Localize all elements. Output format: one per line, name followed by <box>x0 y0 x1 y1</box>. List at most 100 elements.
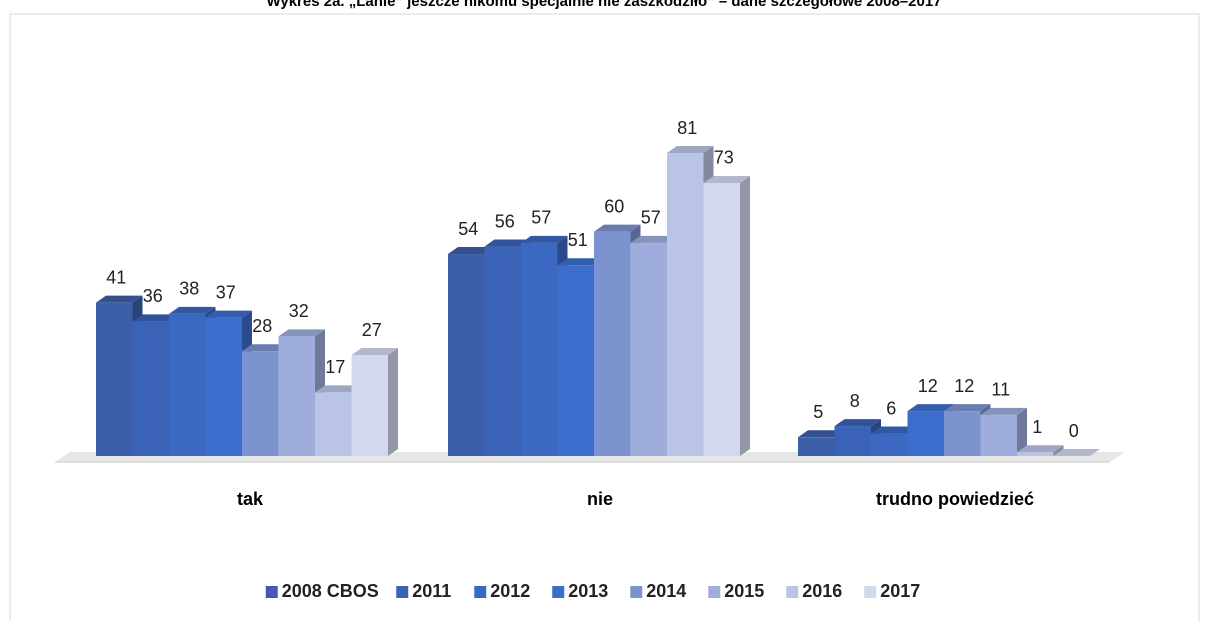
bar-side <box>1017 407 1027 456</box>
x-tick-label: trudno powiedzieć <box>876 489 1034 509</box>
legend-swatch <box>265 586 278 598</box>
value-label: 11 <box>991 380 1010 400</box>
value-label: 81 <box>677 118 697 138</box>
bar-top <box>278 329 325 337</box>
value-label: 27 <box>362 320 382 340</box>
bar <box>594 224 641 456</box>
bar-top <box>630 235 677 243</box>
legend-label: 2014 <box>646 581 686 601</box>
bar <box>980 407 1027 456</box>
bar-top <box>703 175 750 183</box>
bar-front <box>798 437 835 456</box>
bar-top <box>351 348 398 356</box>
bar <box>703 175 750 457</box>
value-label: 12 <box>918 376 938 396</box>
value-label: 38 <box>179 279 199 299</box>
bar-front <box>630 242 667 456</box>
value-label: 57 <box>531 208 551 228</box>
value-label: 28 <box>252 316 272 336</box>
value-label: 57 <box>641 208 661 228</box>
bar-top <box>798 430 845 438</box>
bar-side <box>1053 445 1064 456</box>
bar-top <box>521 235 568 243</box>
bar-front <box>667 153 704 456</box>
bar-top <box>315 385 362 393</box>
bar-front <box>242 351 279 456</box>
bar-front <box>351 355 388 456</box>
bar-front <box>1017 452 1054 456</box>
legend-label: 2015 <box>724 581 764 601</box>
legend-swatch <box>552 586 565 598</box>
bar-front <box>834 426 871 456</box>
bar-top <box>242 344 289 352</box>
bar-front <box>132 321 169 456</box>
bar-top <box>667 146 714 154</box>
bar <box>1017 445 1064 456</box>
value-label: 60 <box>604 196 624 216</box>
value-label: 54 <box>458 219 478 239</box>
bar-front <box>944 411 981 456</box>
value-label: 41 <box>106 267 126 287</box>
x-tick-label: nie <box>587 489 613 509</box>
value-label: 51 <box>568 230 588 250</box>
bar-top <box>980 407 1027 415</box>
bar-top <box>448 247 495 255</box>
x-tick-label: tak <box>237 489 264 509</box>
bar-front <box>557 265 594 456</box>
bar-side <box>740 175 750 457</box>
value-label: 56 <box>495 211 515 231</box>
bar <box>351 348 398 456</box>
bar-front <box>594 231 631 456</box>
bar-top <box>834 419 881 427</box>
legend-swatch <box>630 586 643 598</box>
bar-front <box>278 336 315 456</box>
bar-front <box>980 414 1017 456</box>
value-label: 0 <box>1069 421 1079 441</box>
bar-top <box>169 306 216 314</box>
bar-front <box>703 182 740 457</box>
value-label: 17 <box>325 357 345 377</box>
bar-top <box>944 404 991 412</box>
bar-top <box>205 310 252 318</box>
chart-frame <box>9 13 1200 626</box>
bar <box>315 385 362 456</box>
bar-top <box>1017 445 1064 453</box>
legend-swatch <box>708 586 721 598</box>
bar-front <box>484 246 521 456</box>
bar <box>1053 449 1100 456</box>
bar-top <box>96 295 143 303</box>
value-label: 1 <box>1032 417 1042 437</box>
legend-label: 2017 <box>880 581 920 601</box>
legend-label: 2008 CBOS <box>282 581 379 601</box>
bar-top <box>871 426 918 434</box>
legend-label: 2013 <box>568 581 608 601</box>
value-label: 73 <box>714 148 734 168</box>
legend-label: 2011 <box>412 581 451 601</box>
value-label: 12 <box>954 376 974 396</box>
legend-swatch <box>396 586 409 598</box>
bar-front <box>315 392 352 456</box>
value-label: 32 <box>289 301 309 321</box>
legend-swatch <box>864 586 877 598</box>
value-label: 8 <box>850 391 860 411</box>
value-label: 5 <box>813 402 823 422</box>
bar-front <box>169 313 206 456</box>
legend-swatch <box>474 586 487 598</box>
chart-title: Wykres 2a. „Lanie” jeszcze nikomu specja… <box>266 0 941 10</box>
bar-top <box>484 239 531 247</box>
bar-top <box>132 314 179 322</box>
bar-front <box>96 302 133 456</box>
bar-front <box>448 254 485 456</box>
bar-front <box>907 411 944 456</box>
bar-front <box>521 242 558 456</box>
legend-swatch <box>786 586 799 598</box>
bar-side <box>388 348 398 456</box>
bar-top <box>907 404 954 412</box>
bar-top <box>1053 449 1100 456</box>
legend-label: 2016 <box>802 581 842 601</box>
bar-top <box>594 224 641 232</box>
bar-front <box>871 433 908 456</box>
value-label: 6 <box>886 398 896 418</box>
value-label: 36 <box>143 286 163 306</box>
